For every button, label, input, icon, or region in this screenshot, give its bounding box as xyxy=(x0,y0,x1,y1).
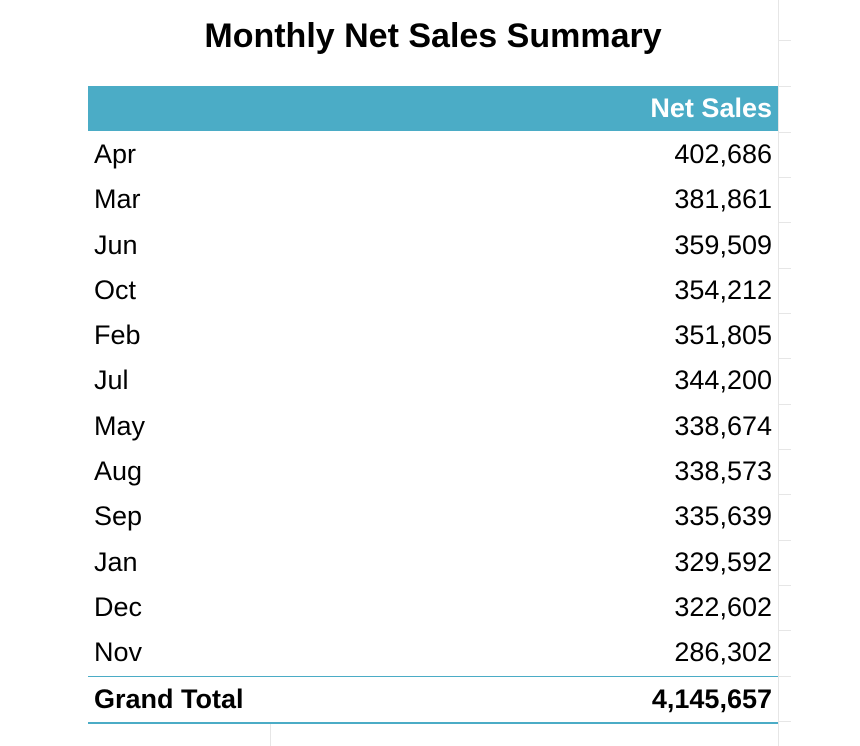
net-sales-cell[interactable]: 338,573 xyxy=(674,456,772,487)
net-sales-cell[interactable]: 322,602 xyxy=(674,591,772,622)
gridline-tick xyxy=(779,313,791,314)
table-row[interactable]: Nov 286,302 xyxy=(88,630,778,675)
net-sales-cell[interactable]: 286,302 xyxy=(674,637,772,668)
month-cell[interactable]: May xyxy=(94,410,146,441)
grand-total-label[interactable]: Grand Total xyxy=(94,684,244,714)
month-cell[interactable]: Feb xyxy=(94,320,141,351)
table-row[interactable]: Aug 338,573 xyxy=(88,449,778,494)
gridline-tick xyxy=(779,540,791,541)
gridline-tick xyxy=(779,358,791,359)
net-sales-cell[interactable]: 351,805 xyxy=(674,320,772,351)
month-cell[interactable]: Apr xyxy=(94,139,137,169)
month-cell[interactable]: Sep xyxy=(94,501,143,532)
month-cell[interactable]: Jun xyxy=(94,229,138,260)
grand-total-value[interactable]: 4,145,657 xyxy=(651,684,772,714)
net-sales-cell[interactable]: 335,639 xyxy=(674,501,772,532)
table-row[interactable]: Oct 354,212 xyxy=(88,268,778,313)
gridline-tick xyxy=(779,40,791,41)
gridline-tick xyxy=(779,86,791,87)
gridline-vertical xyxy=(270,722,271,746)
gridline-tick xyxy=(779,268,791,269)
net-sales-cell[interactable]: 381,861 xyxy=(674,184,772,215)
gridline-tick xyxy=(779,449,791,450)
table-header: Net Sales xyxy=(88,86,778,131)
table-row[interactable]: Jun 359,509 xyxy=(88,223,778,268)
table-row[interactable]: Jan 329,592 xyxy=(88,540,778,585)
gridline-tick xyxy=(779,676,791,677)
gridline-tick xyxy=(779,404,791,405)
net-sales-cell[interactable]: 344,200 xyxy=(674,365,772,396)
gridline-tick xyxy=(779,494,791,495)
page-title: Monthly Net Sales Summary xyxy=(204,17,662,55)
net-sales-cell[interactable]: 329,592 xyxy=(674,546,772,577)
column-header-net-sales[interactable]: Net Sales xyxy=(650,93,772,123)
table-row[interactable]: Sep 335,639 xyxy=(88,494,778,539)
net-sales-cell[interactable]: 354,212 xyxy=(674,274,772,305)
table-row[interactable]: Dec 322,602 xyxy=(88,585,778,630)
gridline-tick xyxy=(779,585,791,586)
net-sales-cell[interactable]: 338,674 xyxy=(674,410,772,441)
table-row[interactable]: Mar 381,861 xyxy=(88,177,778,222)
month-cell[interactable]: Dec xyxy=(94,591,143,622)
month-cell[interactable]: Aug xyxy=(94,456,143,487)
gridline-tick xyxy=(779,630,791,631)
month-cell[interactable]: Oct xyxy=(94,274,137,305)
table-body: Apr 402,686 Mar 381,861 Jun 359,509 Oct … xyxy=(88,132,778,676)
gridline-tick xyxy=(779,177,791,178)
table-row[interactable]: Apr 402,686 xyxy=(88,132,778,177)
month-cell[interactable]: Jul xyxy=(94,365,129,396)
table-row[interactable]: Feb 351,805 xyxy=(88,313,778,358)
net-sales-cell[interactable]: 402,686 xyxy=(674,139,772,169)
month-cell[interactable]: Nov xyxy=(94,637,143,668)
gridline-vertical xyxy=(778,0,779,746)
gridline-tick xyxy=(779,132,791,133)
table-row[interactable]: Jul 344,200 xyxy=(88,358,778,403)
month-cell[interactable]: Mar xyxy=(94,184,141,215)
gridline-tick xyxy=(779,721,791,722)
grand-total-row[interactable]: Grand Total 4,145,657 xyxy=(88,676,778,724)
table-row[interactable]: May 338,674 xyxy=(88,404,778,449)
month-cell[interactable]: Jan xyxy=(94,546,138,577)
net-sales-cell[interactable]: 359,509 xyxy=(674,229,772,260)
gridline-tick xyxy=(779,222,791,223)
